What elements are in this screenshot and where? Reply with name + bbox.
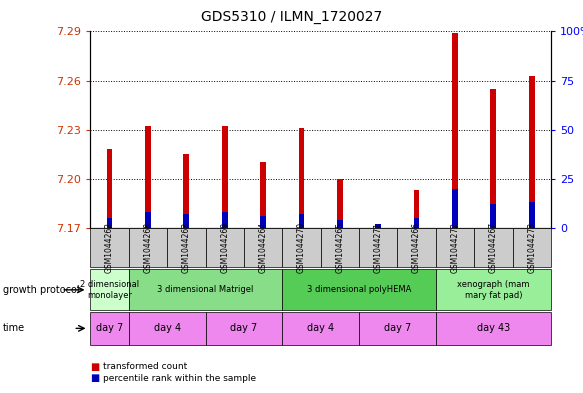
Text: xenograph (mam
mary fat pad): xenograph (mam mary fat pad) [457, 280, 529, 299]
Text: GSM1044263: GSM1044263 [182, 222, 191, 273]
Text: 2 dimensional
monolayer: 2 dimensional monolayer [80, 280, 139, 299]
Bar [184, 214, 189, 228]
Text: GSM1044271: GSM1044271 [374, 222, 382, 273]
Bar [414, 218, 420, 228]
Bar [145, 212, 151, 228]
Bar [375, 225, 381, 228]
Text: day 7: day 7 [384, 323, 411, 333]
Text: GSM1044267: GSM1044267 [489, 222, 498, 273]
Text: GSM1044268: GSM1044268 [143, 222, 152, 273]
Text: day 4: day 4 [307, 323, 334, 333]
Bar [184, 154, 189, 228]
Text: GSM1044266: GSM1044266 [412, 222, 421, 273]
Text: transformed count: transformed count [103, 362, 188, 371]
Text: time: time [3, 323, 25, 333]
Bar [490, 204, 496, 228]
Text: GSM1044273: GSM1044273 [527, 222, 536, 273]
Bar [222, 127, 227, 228]
Bar [260, 162, 266, 228]
Bar [452, 189, 458, 228]
Bar [337, 179, 343, 228]
Bar [298, 214, 304, 228]
Bar [529, 76, 535, 228]
Text: GSM1044270: GSM1044270 [297, 222, 306, 273]
Bar [490, 89, 496, 228]
Text: 3 dimensional Matrigel: 3 dimensional Matrigel [157, 285, 254, 294]
Bar [414, 190, 420, 228]
Text: ■: ■ [90, 362, 100, 372]
Bar [298, 128, 304, 228]
Text: GDS5310 / ILMN_1720027: GDS5310 / ILMN_1720027 [201, 10, 382, 24]
Bar [222, 212, 227, 228]
Text: percentile rank within the sample: percentile rank within the sample [103, 374, 257, 383]
Text: GSM1044265: GSM1044265 [335, 222, 345, 273]
Text: GSM1044269: GSM1044269 [220, 222, 229, 273]
Text: GSM1044272: GSM1044272 [451, 222, 459, 273]
Bar [337, 220, 343, 228]
Bar [529, 202, 535, 228]
Text: GSM1044264: GSM1044264 [259, 222, 268, 273]
Bar [107, 218, 113, 228]
Text: GSM1044262: GSM1044262 [105, 222, 114, 273]
Bar [107, 149, 113, 228]
Text: growth protocol: growth protocol [3, 285, 79, 295]
Bar [260, 216, 266, 228]
Text: day 43: day 43 [477, 323, 510, 333]
Text: 3 dimensional polyHEMA: 3 dimensional polyHEMA [307, 285, 411, 294]
Text: day 7: day 7 [96, 323, 123, 333]
Bar [375, 224, 381, 228]
Text: day 4: day 4 [153, 323, 181, 333]
Bar [145, 127, 151, 228]
Bar [452, 33, 458, 228]
Text: day 7: day 7 [230, 323, 258, 333]
Text: ■: ■ [90, 373, 100, 384]
